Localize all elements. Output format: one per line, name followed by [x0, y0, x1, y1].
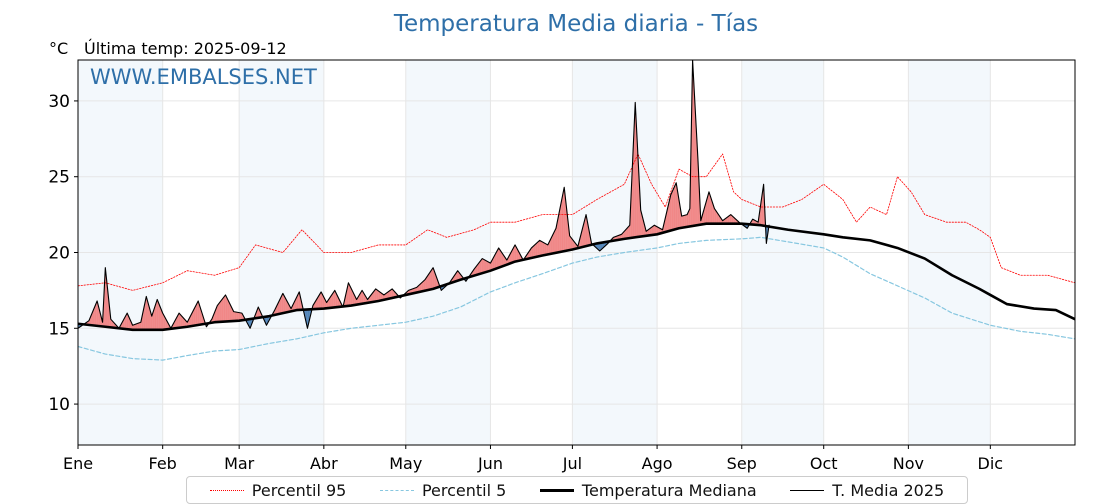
- x-tick-label-mar: Mar: [224, 454, 255, 473]
- x-tick-label-oct: Oct: [810, 454, 838, 473]
- watermark: WWW.EMBALSES.NET: [90, 65, 317, 89]
- legend-swatch-media2025: [790, 490, 824, 491]
- axis-ticks: 10 15 20 25 30 Ene Feb Mar Abr May Jun Jul Ago Sep Oct…: [48, 92, 1003, 473]
- last-temp-label: Última temp: 2025-09-12: [84, 39, 287, 58]
- legend-item-median: Temperatura Mediana: [540, 481, 757, 500]
- legend-item-p95: Percentil 95: [210, 481, 347, 500]
- y-tick-label-30: 30: [48, 92, 70, 112]
- legend-swatch-p95: [210, 490, 244, 491]
- unit-label: °C: [49, 39, 68, 58]
- y-tick-label-20: 20: [48, 244, 70, 264]
- y-tick-label-10: 10: [48, 395, 70, 415]
- y-tick-label-15: 15: [48, 319, 70, 339]
- legend-item-p5: Percentil 5: [380, 481, 506, 500]
- x-tick-label-jul: Jul: [562, 454, 582, 473]
- legend-label-media2025: T. Media 2025: [832, 481, 944, 500]
- legend-label-median: Temperatura Mediana: [582, 481, 757, 500]
- x-tick-label-jun: Jun: [477, 454, 503, 473]
- x-tick-label-feb: Feb: [149, 454, 177, 473]
- x-tick-label-dic: Dic: [978, 454, 1004, 473]
- x-tick-label-ene: Ene: [63, 454, 93, 473]
- x-tick-label-nov: Nov: [893, 454, 924, 473]
- legend-label-p5: Percentil 5: [422, 481, 506, 500]
- legend-swatch-p5: [380, 490, 414, 491]
- x-tick-label-abr: Abr: [310, 454, 338, 473]
- legend-label-p95: Percentil 95: [252, 481, 347, 500]
- x-tick-label-sep: Sep: [727, 454, 757, 473]
- legend-swatch-median: [540, 489, 574, 492]
- legend-item-media2025: T. Media 2025: [790, 481, 944, 500]
- x-tick-label-may: May: [389, 454, 422, 473]
- x-tick-label-ago: Ago: [642, 454, 673, 473]
- chart-title: Temperatura Media diaria - Tías: [393, 11, 758, 37]
- y-tick-label-25: 25: [48, 168, 70, 188]
